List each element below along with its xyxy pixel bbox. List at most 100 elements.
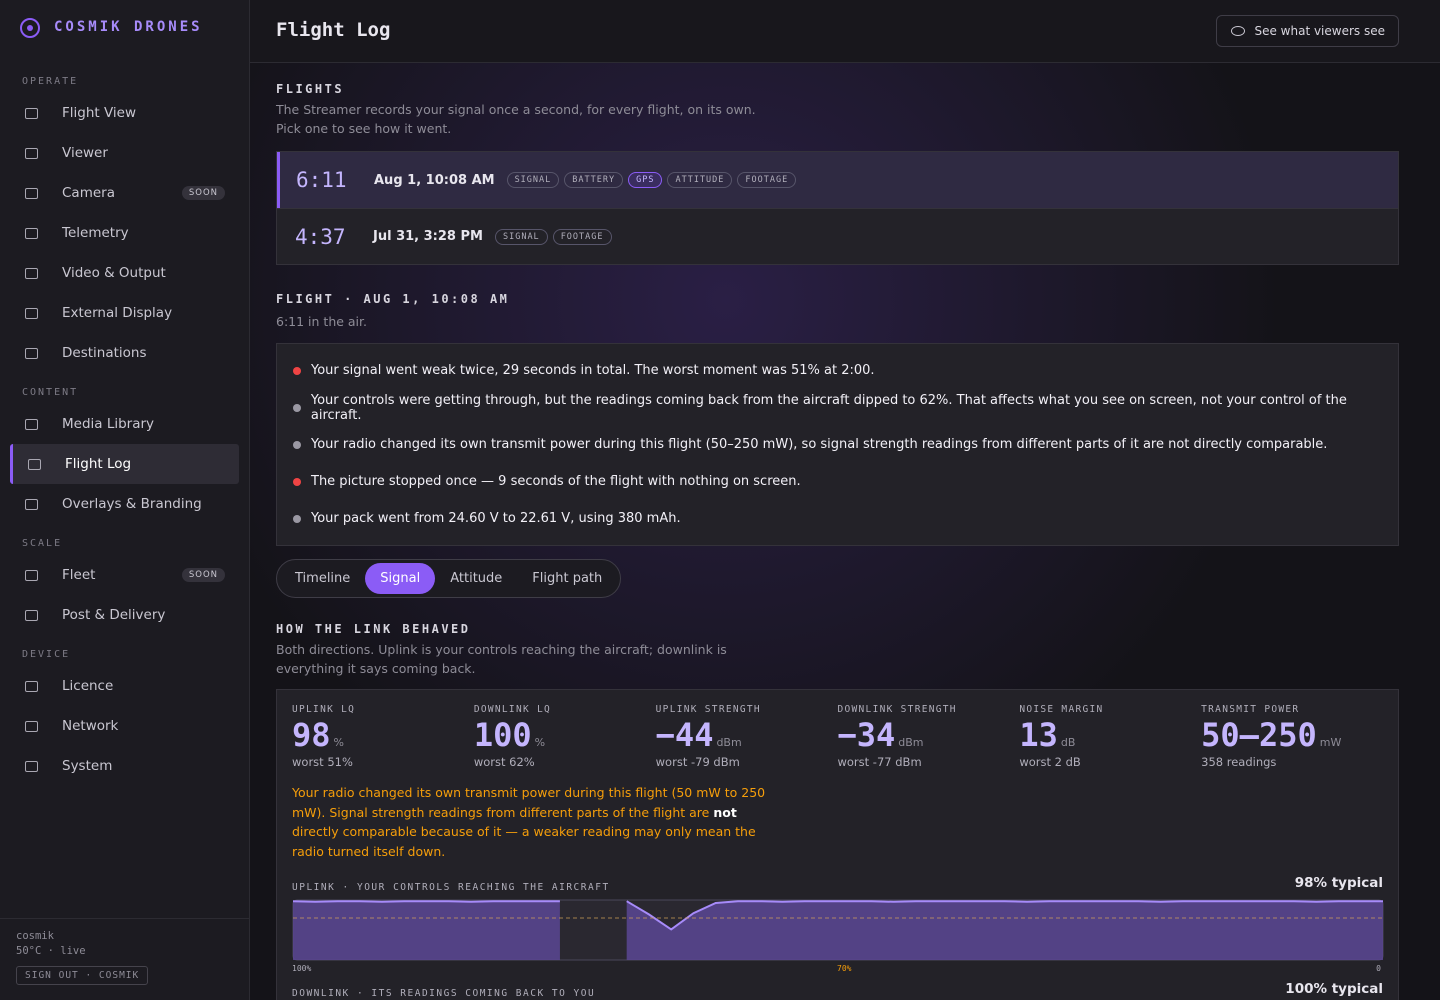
nav-item[interactable]: Overlays & Branding xyxy=(10,484,239,524)
nav-item[interactable]: Flight Log xyxy=(10,444,239,484)
stat-sub: worst -77 dBm xyxy=(837,755,922,769)
flight-tag: SIGNAL xyxy=(506,172,560,188)
nav-item[interactable]: Viewer xyxy=(10,133,239,173)
chart-typical: 100% typical xyxy=(1285,981,1383,997)
nav-item[interactable]: Flight View xyxy=(10,93,239,133)
nav-badge: SOON xyxy=(181,568,225,582)
nav-label: Overlays & Branding xyxy=(62,496,202,512)
stat-unit: % xyxy=(534,736,546,749)
flights-description: The Streamer records your signal once a … xyxy=(276,100,1399,138)
note: Your controls were getting through, but … xyxy=(293,389,1382,426)
nav-icon xyxy=(25,267,38,279)
stat-sub: 358 readings xyxy=(1201,755,1277,769)
nav-label: Media Library xyxy=(62,416,155,432)
header: Flight Log See what viewers see xyxy=(250,0,1440,63)
nav-item[interactable]: Post & Delivery xyxy=(10,595,239,635)
stats: UPLINK LQ 98% worst 51% DOWNLINK LQ 100% wors… xyxy=(292,704,1383,769)
next-chart-header: DOWNLINK · ITS READINGS COMING BACK TO Y… xyxy=(292,981,1383,1000)
tabs: Timeline Signal Attitude Flight path xyxy=(276,559,622,598)
stat-unit: dB xyxy=(1060,736,1076,749)
nav-icon xyxy=(25,680,38,692)
nav-item[interactable]: Fleet SOON xyxy=(10,555,239,595)
scale-label: 70% xyxy=(837,964,852,973)
nav-label: Video & Output xyxy=(62,265,166,281)
sidebar: COSMIK DRONES OPERATE Flight View Viewer Ca… xyxy=(0,0,250,1000)
note: The picture stopped once — 9 seconds of … xyxy=(293,463,1382,500)
nav-icon xyxy=(25,307,38,319)
note-dot xyxy=(293,477,301,486)
nav-item[interactable]: Video & Output xyxy=(10,253,239,293)
flight-row[interactable]: 4:37 Jul 31, 3:28 PM SIGNAL FOOTAGE xyxy=(277,208,1398,264)
nav-item[interactable]: Telemetry xyxy=(10,213,239,253)
note-dot xyxy=(293,514,301,523)
flight-date: Jul 31, 3:28 PM xyxy=(373,229,483,244)
status: 50°C · live xyxy=(16,945,86,957)
description-line: everything it says coming back. xyxy=(276,661,476,676)
nav-item[interactable]: Licence xyxy=(10,666,239,706)
flight-row[interactable]: 6:11 Aug 1, 10:08 AM SIGNAL BATTERY GPS ATTIT… xyxy=(277,152,1398,208)
stat-label: DOWNLINK STRENGTH xyxy=(837,704,957,715)
page-title: Flight Log xyxy=(276,19,391,41)
warning-bold: not xyxy=(713,804,737,820)
stat-label: TRANSMIT POWER xyxy=(1201,704,1300,715)
warning: Your radio changed its own transmit powe… xyxy=(292,783,772,861)
nav-section-title: SCALE xyxy=(22,538,63,549)
flights-title: FLIGHTS xyxy=(276,82,345,96)
flight-duration: 6:11 xyxy=(296,168,347,192)
stat-value-row: −34 dBm xyxy=(837,716,1019,754)
stat: UPLINK LQ 98% worst 51% xyxy=(292,704,474,769)
stat: TRANSMIT POWER 50–250 mW 358 readings xyxy=(1201,704,1383,769)
stat-value-row: 98% xyxy=(292,716,474,754)
nav-badge: SOON xyxy=(181,186,225,200)
sign-out[interactable]: SIGN OUT · COSMIK xyxy=(16,966,149,985)
stat-value-row: 100% xyxy=(474,716,656,754)
nav-label: Network xyxy=(62,718,119,734)
flight-list: 6:11 Aug 1, 10:08 AM SIGNAL BATTERY GPS ATTIT… xyxy=(276,151,1399,265)
nav-label: Flight View xyxy=(62,105,137,121)
description-line: Pick one to see how it went. xyxy=(276,121,452,136)
tab[interactable]: Signal xyxy=(365,563,436,594)
nav: OPERATE Flight View Viewer Camera SOON Teleme… xyxy=(0,62,249,786)
note-dot xyxy=(293,440,301,449)
flight-tag: GPS xyxy=(628,172,663,188)
stat-unit: mW xyxy=(1319,736,1342,749)
tab[interactable]: Flight path xyxy=(532,571,603,586)
stat: DOWNLINK LQ 100% worst 62% xyxy=(474,704,656,769)
tab[interactable]: Timeline xyxy=(295,571,351,586)
note: Your pack went from 24.60 V to 22.61 V, … xyxy=(293,500,1382,537)
content: FLIGHTS The Streamer records your signal… xyxy=(276,82,1399,1000)
nav-item[interactable]: System xyxy=(10,746,239,786)
chart-scale: 100% 70% 0 xyxy=(292,961,1383,975)
note-dot xyxy=(293,403,301,412)
nav-icon xyxy=(25,720,38,732)
detail-subtitle: 6:11 in the air. xyxy=(276,314,367,329)
nav-label: Viewer xyxy=(62,145,108,161)
stat-value: −44 xyxy=(655,716,714,754)
stat: NOISE MARGIN 13 dB worst 2 dB xyxy=(1019,704,1201,769)
viewer-button[interactable]: See what viewers see xyxy=(1216,15,1399,47)
nav-icon xyxy=(25,147,38,159)
nav-item[interactable]: Network xyxy=(10,706,239,746)
stat-unit: dBm xyxy=(898,736,924,749)
nav-label: Destinations xyxy=(62,345,147,361)
nav-item[interactable]: External Display xyxy=(10,293,239,333)
nav-section-title: CONTENT xyxy=(22,387,79,398)
link-title: HOW THE LINK BEHAVED xyxy=(276,622,471,636)
brand: COSMIK DRONES xyxy=(54,19,203,35)
tab[interactable]: Attitude xyxy=(450,571,503,586)
note-text: Your radio changed its own transmit powe… xyxy=(311,437,1328,452)
note-text: Your controls were getting through, but … xyxy=(310,392,1347,423)
nav-item[interactable]: Destinations xyxy=(10,333,239,373)
link-panel: UPLINK LQ 98% worst 51% DOWNLINK LQ 100% wors… xyxy=(276,689,1399,1000)
stat-value: 50–250 xyxy=(1201,716,1317,754)
stat-sub: worst -79 dBm xyxy=(655,755,740,769)
detail-title: FLIGHT · AUG 1, 10:08 AM xyxy=(276,292,510,306)
stat-value: 13 xyxy=(1019,716,1058,754)
scale-label: 100% xyxy=(292,964,312,973)
nav-item[interactable]: Camera SOON xyxy=(10,173,239,213)
flight-tag: ATTITUDE xyxy=(667,172,733,188)
nav-item[interactable]: Media Library xyxy=(10,404,239,444)
nav-icon xyxy=(25,187,38,199)
nav-label: Fleet xyxy=(62,567,96,583)
nav-icon xyxy=(25,760,38,772)
